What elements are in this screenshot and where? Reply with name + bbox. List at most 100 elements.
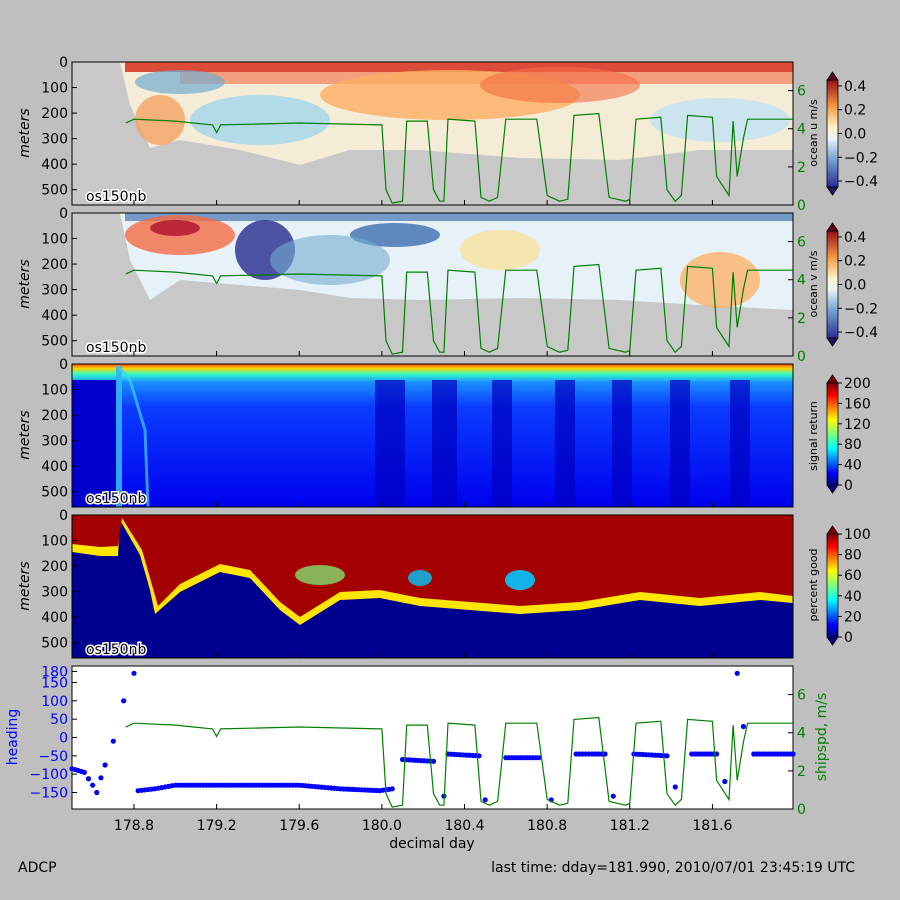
colorbar-extend-bottom — [826, 186, 839, 196]
y-axis-label: meters — [17, 410, 33, 459]
heading-point — [90, 782, 96, 788]
colorbar-tick-label: 0.4 — [844, 230, 866, 246]
heading-point — [722, 778, 728, 785]
heading-tick-label: −100 — [30, 767, 68, 783]
warm-patch — [460, 230, 540, 270]
y2-tick-label: 0 — [797, 198, 806, 214]
colorbar-tick-label: −0.4 — [844, 174, 878, 190]
y-tick-label: 100 — [41, 534, 68, 550]
heading-point — [672, 784, 678, 790]
colorbar-tick-label: 0 — [844, 478, 853, 494]
y2-tick-label: 4 — [797, 273, 806, 289]
colorbar-tick-label: 0.0 — [844, 278, 866, 294]
y-tick-label: 500 — [41, 636, 68, 652]
y-tick-label: 300 — [41, 132, 68, 148]
heading-tick-label: −50 — [38, 749, 68, 765]
axis-ticks: 01002003004005000.40.20.0−0.2−0.40100200… — [30, 55, 879, 834]
y2-tick-label: 6 — [797, 84, 806, 100]
colorbar-label: percent good — [807, 548, 820, 621]
heading-point — [790, 751, 796, 757]
colorbar-label: ocean u m/s — [807, 99, 820, 167]
y-tick-label: 400 — [41, 459, 68, 475]
heading-axis-label: heading — [5, 709, 21, 766]
y-tick-label: 100 — [41, 383, 68, 399]
heading-point — [110, 738, 116, 744]
panel-label: os150nb — [86, 340, 146, 356]
heading-tick-label: 100 — [41, 694, 68, 710]
colorbar-tick-label: 40 — [844, 458, 862, 474]
y-axis-label: meters — [17, 108, 33, 157]
heading-point — [430, 758, 437, 764]
colorbar-extend-bottom — [826, 484, 839, 494]
x-tick-label: 181.2 — [610, 818, 650, 834]
heading-point — [482, 797, 488, 803]
x-tick-label: 179.6 — [279, 818, 319, 834]
heading-point — [81, 769, 87, 775]
y-tick-label: 300 — [41, 434, 68, 450]
colorbar-extend-bottom — [826, 636, 839, 646]
ship-speed-line — [125, 716, 793, 808]
colorbar-tick-label: 80 — [844, 437, 862, 453]
dark-stripe — [492, 380, 512, 507]
cyan-patch — [408, 570, 432, 586]
colorbar-tick-label: 60 — [844, 568, 862, 584]
y-tick-label: 500 — [41, 334, 68, 350]
colorbar-tick-label: 200 — [844, 376, 871, 392]
warm-patch — [150, 220, 200, 236]
colorbar-tick-label: 0.2 — [844, 103, 866, 119]
y-tick-label: 0 — [59, 55, 68, 71]
dark-stripe — [432, 380, 457, 507]
cool-patch — [135, 70, 225, 94]
y-tick-label: 500 — [41, 183, 68, 199]
x-tick-label: 180.4 — [444, 818, 484, 834]
surface-band — [125, 213, 793, 221]
y2-tick-label: 2 — [797, 311, 806, 327]
colorbar-percent-good: percent good — [807, 525, 839, 646]
heading-point — [610, 793, 616, 799]
heading-point — [389, 786, 395, 792]
cool-patch — [270, 235, 390, 285]
low-signal-band — [72, 380, 117, 507]
y-tick-label: 200 — [41, 408, 68, 424]
colorbar-tick-label: −0.2 — [844, 301, 878, 317]
colorbar-tick-label: 20 — [844, 609, 862, 625]
ocean-v-field — [120, 213, 793, 310]
cool-patch — [190, 95, 330, 145]
colorbar-label: ocean v m/s — [807, 250, 820, 317]
x-tick-label: 179.2 — [197, 818, 237, 834]
y-tick-label: 0 — [59, 206, 68, 222]
heading-point — [85, 776, 92, 782]
ocean-u-panel — [71, 61, 794, 206]
shipspd-axis-label: shipspd, m/s — [814, 693, 830, 782]
heading-point — [664, 753, 670, 759]
colorbar-extend-top — [826, 71, 839, 81]
footer-right: last time: dday=181.990, 2010/07/01 23:4… — [491, 860, 855, 876]
colorbar-body — [826, 533, 839, 638]
dark-stripe — [730, 380, 750, 507]
heading-point — [740, 723, 747, 730]
y-axis-label: meters — [17, 561, 33, 610]
colorbar-label: signal return — [807, 401, 820, 471]
colorbar-extend-top — [826, 374, 839, 384]
colorbar-body — [826, 79, 839, 188]
dark-stripe — [670, 380, 690, 507]
heading-tick-label: 50 — [50, 712, 68, 728]
cool-patch — [350, 223, 440, 247]
colorbar-signal-return: signal return — [807, 374, 839, 494]
heading-point — [536, 755, 542, 761]
y2-tick-label: 0 — [797, 349, 806, 365]
x-tick-label: 181.6 — [692, 818, 732, 834]
x-tick-label: 180.8 — [527, 818, 567, 834]
y-tick-label: 200 — [41, 257, 68, 273]
good-data-region — [72, 515, 793, 617]
y2-tick-label: 6 — [797, 235, 806, 251]
heading-point — [94, 789, 100, 796]
colorbar-tick-label: 0.4 — [844, 79, 866, 95]
x-tick-label: 178.8 — [114, 818, 154, 834]
heading-point — [98, 775, 104, 781]
colorbar-tick-label: −0.2 — [844, 150, 878, 166]
dark-stripe — [375, 380, 405, 507]
heading-tick-label: 180 — [41, 665, 68, 681]
colorbar-tick-label: 40 — [844, 589, 862, 605]
ocean-u-field — [120, 62, 793, 165]
